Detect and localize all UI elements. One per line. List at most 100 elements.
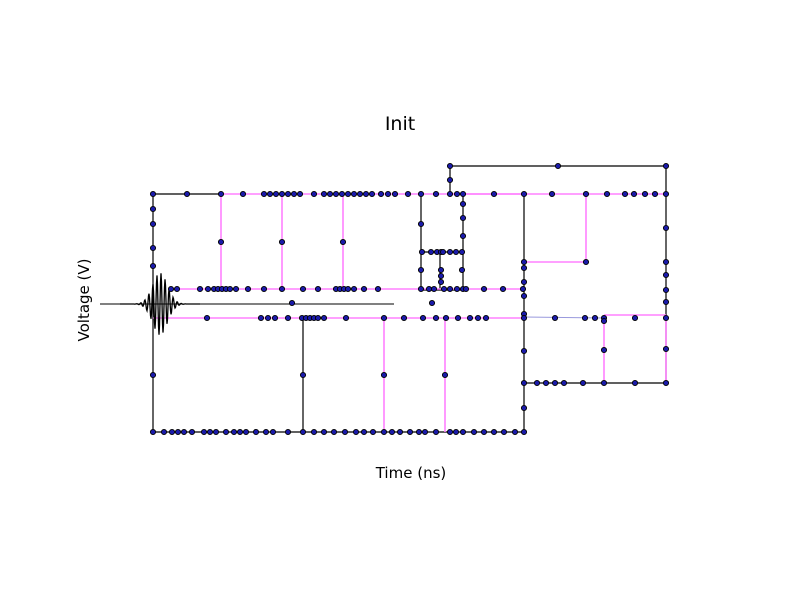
circuit-node bbox=[278, 285, 286, 293]
circuit-node bbox=[350, 285, 358, 293]
pulse-layer bbox=[120, 273, 200, 335]
circuit-node bbox=[439, 248, 447, 256]
circuit-node bbox=[582, 190, 590, 198]
circuit-node bbox=[264, 314, 272, 322]
circuit-node bbox=[310, 428, 318, 436]
x-axis-label: Time (ns) bbox=[375, 464, 447, 482]
circuit-node bbox=[662, 345, 670, 353]
circuit-node bbox=[459, 214, 467, 222]
circuit-node bbox=[284, 190, 292, 198]
circuit-node bbox=[520, 292, 528, 300]
circuit-node bbox=[662, 314, 670, 322]
circuit-node bbox=[173, 285, 181, 293]
circuit-node bbox=[446, 285, 454, 293]
circuit-node bbox=[160, 428, 168, 436]
circuit-node bbox=[427, 248, 435, 256]
circuit-node bbox=[149, 190, 157, 198]
circuit-node bbox=[244, 285, 252, 293]
circuit-node bbox=[360, 285, 368, 293]
circuit-node bbox=[520, 428, 528, 436]
circuit-node bbox=[284, 428, 292, 436]
circuit-node bbox=[257, 314, 265, 322]
circuit-node bbox=[662, 298, 670, 306]
circuit-node bbox=[380, 314, 388, 322]
circuit-node bbox=[149, 220, 157, 228]
circuit-node bbox=[520, 314, 528, 322]
circuit-node bbox=[288, 299, 296, 307]
circuit-node bbox=[458, 266, 466, 274]
circuit-node bbox=[482, 314, 490, 322]
circuit-node bbox=[269, 428, 277, 436]
circuit-node bbox=[149, 205, 157, 213]
circuit-node bbox=[551, 379, 559, 387]
circuit-node bbox=[203, 314, 211, 322]
circuit-node bbox=[560, 379, 568, 387]
circuit-node bbox=[419, 314, 427, 322]
circuit-node bbox=[432, 190, 440, 198]
circuit-node bbox=[430, 285, 438, 293]
circuit-node bbox=[462, 285, 470, 293]
circuit-node bbox=[406, 428, 414, 436]
circuit-node bbox=[520, 347, 528, 355]
circuit-node bbox=[320, 428, 328, 436]
circuit-node bbox=[437, 266, 445, 274]
circuit-node bbox=[404, 190, 412, 198]
circuit-node bbox=[174, 428, 182, 436]
circuit-node bbox=[631, 314, 639, 322]
circuit-node bbox=[452, 428, 460, 436]
circuit-node bbox=[452, 248, 460, 256]
circuit-node bbox=[520, 190, 528, 198]
circuit-node bbox=[446, 428, 454, 436]
circuit-node bbox=[344, 285, 352, 293]
circuit-node bbox=[441, 371, 449, 379]
circuit-node bbox=[217, 190, 225, 198]
circuit-node bbox=[196, 285, 204, 293]
circuit-node bbox=[520, 278, 528, 286]
circuit-node bbox=[415, 428, 423, 436]
circuit-node bbox=[339, 238, 347, 246]
circuit-node bbox=[437, 272, 445, 280]
circuit-node bbox=[183, 190, 191, 198]
circuit-node bbox=[631, 379, 639, 387]
circuit-node bbox=[651, 190, 659, 198]
circuit-node bbox=[551, 314, 559, 322]
figure-title: Init bbox=[384, 113, 416, 135]
wire-layer bbox=[100, 165, 667, 433]
circuit-node bbox=[284, 314, 292, 322]
circuit-node bbox=[232, 285, 240, 293]
circuit-node bbox=[520, 264, 528, 272]
circuit-node bbox=[662, 162, 670, 170]
circuit-node bbox=[582, 258, 590, 266]
circuit-node bbox=[266, 190, 274, 198]
pulse-waveform bbox=[120, 273, 200, 335]
node-layer bbox=[149, 162, 670, 436]
circuit-node bbox=[299, 371, 307, 379]
circuit-node bbox=[360, 428, 368, 436]
circuit-node bbox=[368, 190, 376, 198]
circuit-node bbox=[542, 379, 550, 387]
circuit-node bbox=[168, 428, 176, 436]
circuit-node bbox=[453, 190, 461, 198]
circuit-node bbox=[149, 371, 157, 379]
circuit-node bbox=[332, 190, 340, 198]
circuit-node bbox=[350, 190, 358, 198]
circuit-node bbox=[342, 314, 350, 322]
circuit-node bbox=[242, 428, 250, 436]
circuit-node bbox=[490, 428, 498, 436]
circuit-node bbox=[260, 190, 268, 198]
circuit-node bbox=[511, 428, 519, 436]
circuit-node bbox=[278, 190, 286, 198]
circuit-node bbox=[458, 248, 466, 256]
circuit-node bbox=[554, 162, 562, 170]
circuit-node bbox=[432, 314, 440, 322]
circuit-node bbox=[222, 428, 230, 436]
circuit-node bbox=[428, 299, 436, 307]
circuit-node bbox=[374, 285, 382, 293]
circuit-node bbox=[290, 190, 298, 198]
circuit-node bbox=[299, 428, 307, 436]
circuit-node bbox=[384, 190, 392, 198]
circuit-node bbox=[662, 224, 670, 232]
circuit-node bbox=[600, 379, 608, 387]
circuit-node bbox=[314, 285, 322, 293]
